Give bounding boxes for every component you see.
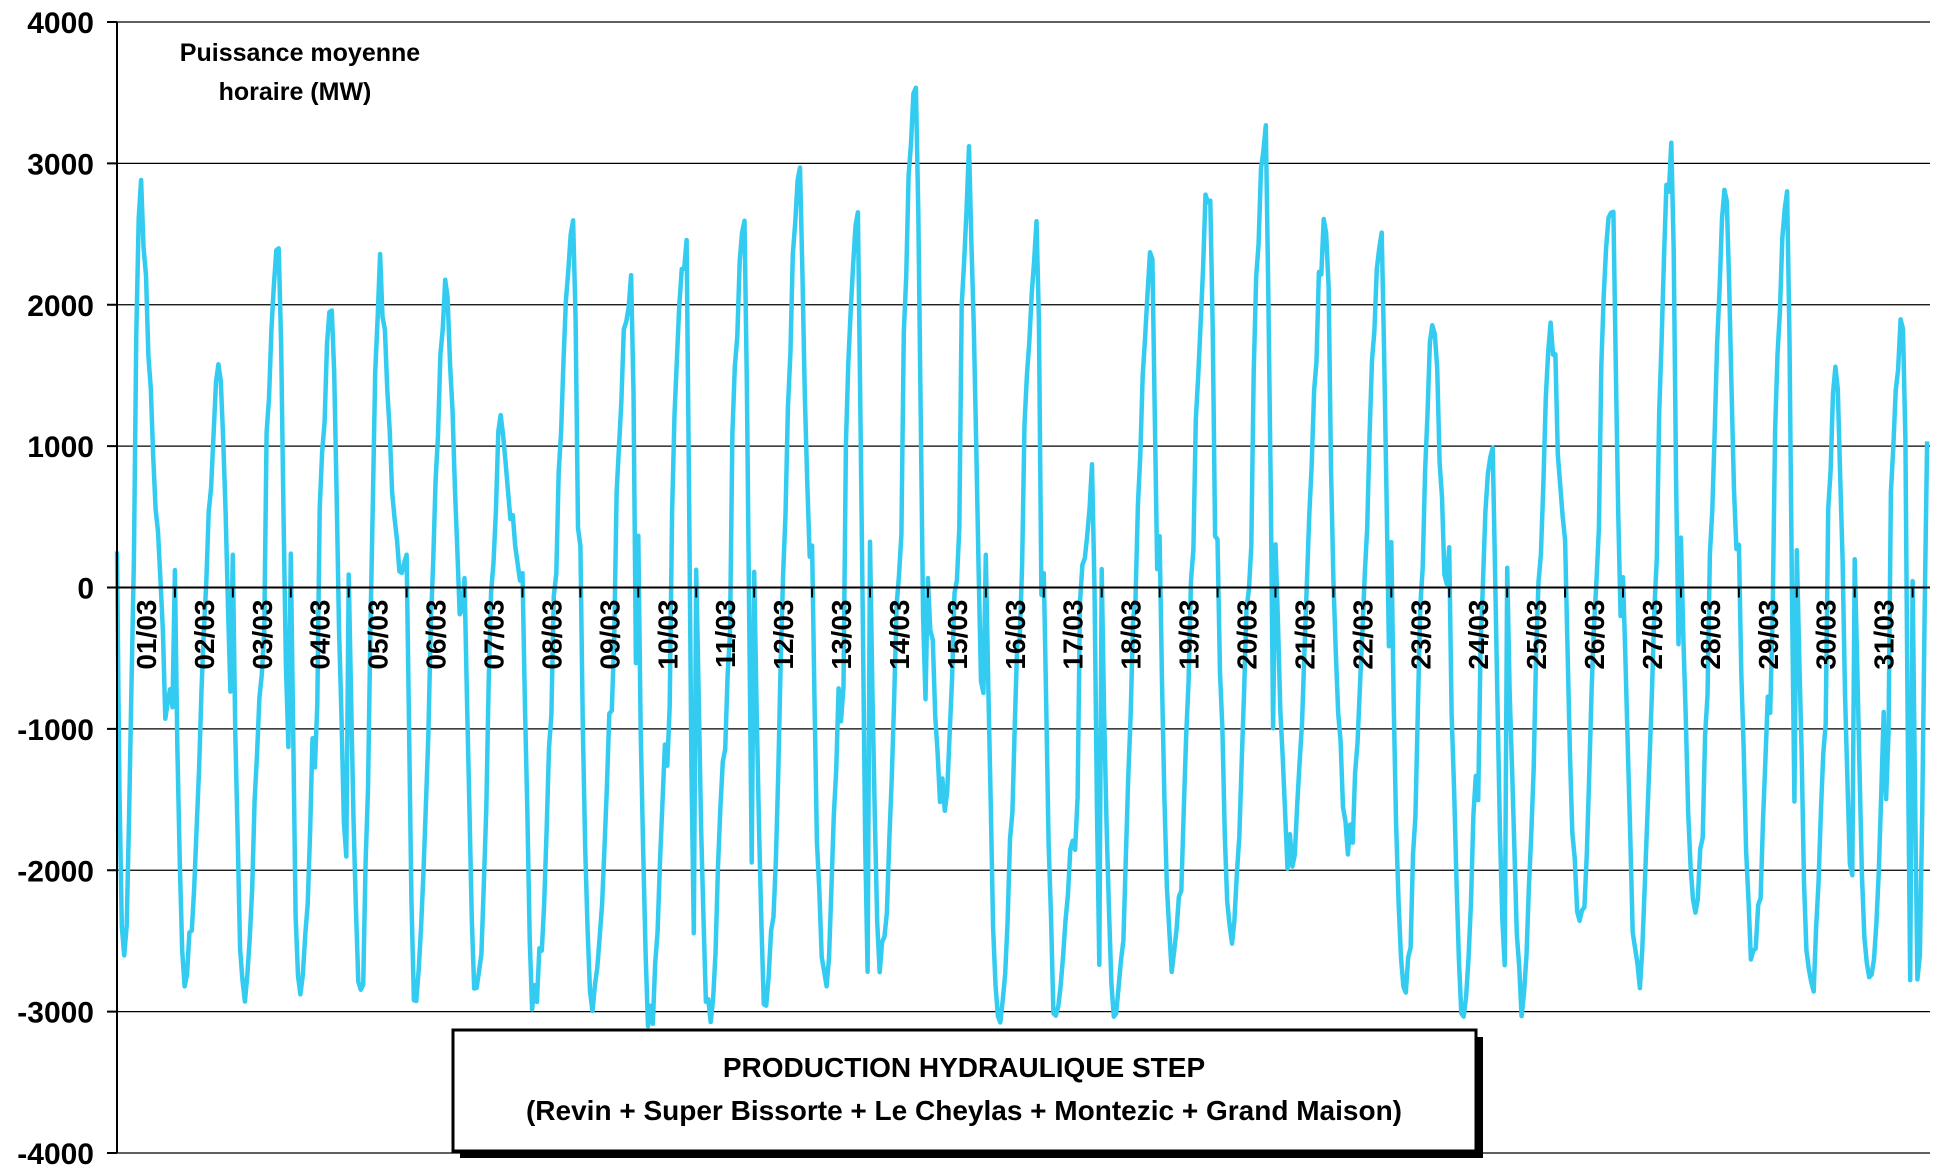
x-tick-label-5: 05/03 — [363, 600, 394, 670]
x-tick-label-16: 16/03 — [1000, 600, 1031, 670]
y-tick-label-2: 2000 — [27, 290, 94, 323]
x-tick-label-23: 23/03 — [1405, 600, 1436, 670]
y-tick-label-8: -4000 — [17, 1138, 94, 1168]
y-axis-label-line-1: Puissance moyenne — [180, 39, 420, 67]
x-tick-label-12: 12/03 — [768, 600, 799, 670]
x-tick-label-9: 09/03 — [594, 600, 625, 670]
x-tick-label-10: 10/03 — [652, 600, 683, 670]
title-box: PRODUCTION HYDRAULIQUE STEP (Revin + Sup… — [451, 1028, 1483, 1158]
y-tick-label-4: 0 — [77, 573, 94, 606]
x-tick-label-30: 30/03 — [1811, 600, 1842, 670]
gridlines — [117, 21, 1930, 1154]
axes — [107, 21, 1930, 1154]
title-line-1: PRODUCTION HYDRAULIQUE STEP — [723, 1052, 1205, 1083]
y-tick-label-1: 3000 — [27, 148, 94, 181]
title-box-frame — [451, 1028, 1478, 1153]
y-tick-label-6: -2000 — [17, 855, 94, 888]
x-tick-label-29: 29/03 — [1753, 600, 1784, 670]
y-tick-labels: 4000 3000 2000 1000 0 -1000 -2000 -3000 -4000 — [17, 7, 94, 1168]
x-tick-label-25: 25/03 — [1521, 600, 1552, 670]
x-tick-label-7: 07/03 — [479, 600, 510, 670]
x-tick-label-22: 22/03 — [1347, 600, 1378, 670]
x-tick-label-8: 08/03 — [536, 600, 567, 670]
series-line — [114, 85, 1930, 1029]
series-production-step — [114, 85, 1930, 1029]
x-tick-label-17: 17/03 — [1058, 600, 1089, 670]
x-tick-label-2: 02/03 — [189, 600, 220, 670]
x-tick-label-15: 15/03 — [942, 600, 973, 670]
x-tick-label-13: 13/03 — [826, 600, 857, 670]
x-tick-label-1: 01/03 — [131, 600, 162, 670]
x-tick-label-11: 11/03 — [710, 600, 741, 669]
x-tick-label-14: 14/03 — [884, 600, 915, 670]
x-tick-label-31: 31/03 — [1869, 600, 1900, 670]
x-tick-label-26: 26/03 — [1579, 600, 1610, 670]
x-tick-label-27: 27/03 — [1637, 600, 1668, 670]
y-axis-label-line-2: horaire (MW) — [219, 78, 372, 106]
x-tick-label-21: 21/03 — [1289, 600, 1320, 670]
x-tick-label-3: 03/03 — [247, 600, 278, 670]
y-tick-label-0: 4000 — [27, 7, 94, 40]
x-tick-labels: 01/03 02/03 03/03 04/03 05/03 06/03 07/03 08/03… — [131, 600, 1900, 670]
x-tick-label-24: 24/03 — [1463, 600, 1494, 670]
y-tick-label-3: 1000 — [27, 431, 94, 464]
y-tick-label-7: -3000 — [17, 997, 94, 1030]
y-tick-label-5: -1000 — [17, 714, 94, 747]
x-tick-label-6: 06/03 — [421, 600, 452, 670]
x-tick-label-18: 18/03 — [1116, 600, 1147, 670]
x-tick-label-28: 28/03 — [1695, 600, 1726, 670]
x-tick-label-20: 20/03 — [1232, 600, 1263, 670]
x-tick-label-4: 04/03 — [305, 600, 336, 670]
x-tick-label-19: 19/03 — [1174, 600, 1205, 670]
title-line-2: (Revin + Super Bissorte + Le Cheylas + M… — [526, 1095, 1402, 1126]
